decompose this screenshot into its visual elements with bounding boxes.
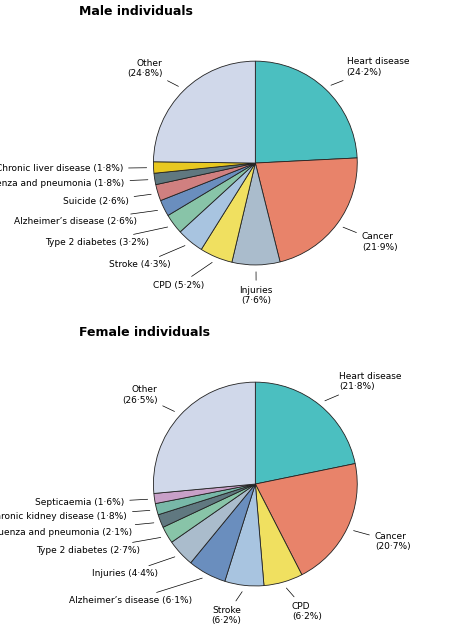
Wedge shape (155, 484, 255, 515)
Text: Septicaemia (1·6%): Septicaemia (1·6%) (35, 498, 148, 507)
Wedge shape (158, 484, 255, 527)
Wedge shape (232, 163, 280, 265)
Text: Stroke
(6·2%): Stroke (6·2%) (211, 592, 242, 625)
Wedge shape (156, 163, 255, 200)
Wedge shape (255, 158, 357, 262)
Wedge shape (201, 163, 255, 262)
Wedge shape (154, 163, 255, 185)
Wedge shape (225, 484, 264, 586)
Wedge shape (255, 382, 355, 484)
Text: Heart disease
(24·2%): Heart disease (24·2%) (331, 57, 409, 85)
Wedge shape (154, 162, 255, 173)
Text: Type 2 diabetes (3·2%): Type 2 diabetes (3·2%) (45, 227, 168, 247)
Text: Chronic liver disease (1·8%): Chronic liver disease (1·8%) (0, 164, 146, 173)
Wedge shape (255, 484, 302, 586)
Wedge shape (191, 484, 255, 581)
Text: Heart disease
(21·8%): Heart disease (21·8%) (325, 372, 401, 401)
Text: Injuries
(7·6%): Injuries (7·6%) (239, 272, 273, 305)
Wedge shape (154, 484, 255, 503)
Text: Alzheimer’s disease (6·1%): Alzheimer’s disease (6·1%) (69, 578, 202, 605)
Text: Influenza and pneumonia (1·8%): Influenza and pneumonia (1·8%) (0, 179, 148, 188)
Text: Suicide (2·6%): Suicide (2·6%) (63, 195, 151, 206)
Text: Injuries (4·4%): Injuries (4·4%) (92, 557, 175, 578)
Text: Other
(24·8%): Other (24·8%) (127, 59, 178, 87)
Wedge shape (172, 484, 255, 563)
Text: Female individuals: Female individuals (79, 326, 210, 339)
Wedge shape (163, 484, 255, 542)
Text: CPD (5·2%): CPD (5·2%) (153, 263, 212, 290)
Wedge shape (168, 163, 255, 232)
Text: Stroke (4·3%): Stroke (4·3%) (109, 246, 185, 270)
Text: Type 2 diabetes (2·7%): Type 2 diabetes (2·7%) (36, 537, 161, 555)
Wedge shape (154, 61, 255, 163)
Text: Male individuals: Male individuals (79, 5, 193, 18)
Text: Influenza and pneumonia (2·1%): Influenza and pneumonia (2·1%) (0, 523, 154, 537)
Text: Other
(26·5%): Other (26·5%) (122, 385, 174, 412)
Text: Alzheimer’s disease (2·6%): Alzheimer’s disease (2·6%) (14, 211, 157, 226)
Wedge shape (161, 163, 255, 216)
Wedge shape (154, 382, 255, 494)
Text: Chronic kidney disease (1·8%): Chronic kidney disease (1·8%) (0, 510, 150, 521)
Wedge shape (255, 464, 357, 575)
Text: CPD
(6·2%): CPD (6·2%) (286, 588, 322, 621)
Text: Cancer
(20·7%): Cancer (20·7%) (354, 531, 410, 551)
Wedge shape (180, 163, 255, 250)
Text: Cancer
(21·9%): Cancer (21·9%) (343, 227, 397, 252)
Wedge shape (255, 61, 357, 163)
